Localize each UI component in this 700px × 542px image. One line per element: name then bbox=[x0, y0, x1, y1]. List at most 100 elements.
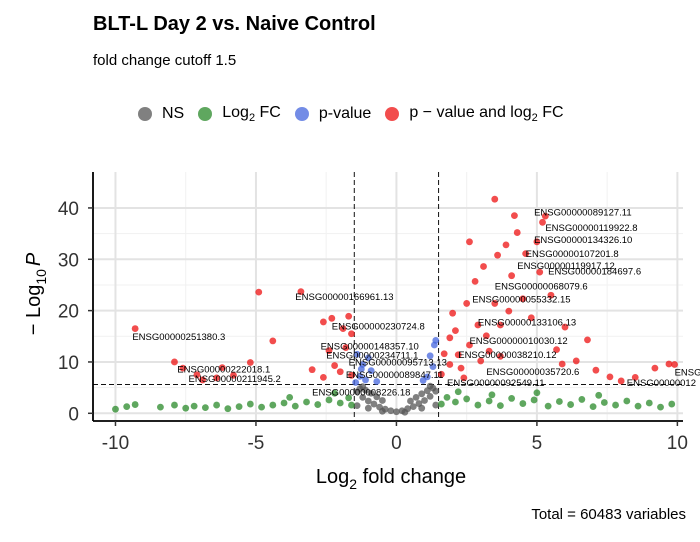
point-fc bbox=[213, 401, 221, 409]
point-fc bbox=[443, 393, 451, 401]
point-both bbox=[508, 272, 516, 280]
point-both bbox=[592, 366, 600, 374]
legend-item-ns: NS bbox=[138, 105, 184, 123]
point-fc bbox=[600, 399, 608, 406]
point-fc bbox=[224, 405, 232, 413]
x-tick-label: 5 bbox=[532, 433, 543, 454]
point-fc bbox=[533, 389, 541, 397]
point-both bbox=[336, 368, 344, 376]
point-fc bbox=[157, 403, 164, 411]
point-both bbox=[651, 364, 659, 372]
point-ns bbox=[378, 407, 386, 415]
point-both bbox=[480, 263, 487, 270]
point-fc bbox=[291, 402, 299, 410]
point-ns bbox=[393, 408, 400, 416]
point-ns bbox=[418, 404, 426, 412]
point-both bbox=[466, 341, 473, 349]
point-both bbox=[230, 371, 237, 379]
point-both bbox=[246, 359, 254, 366]
point-p bbox=[367, 367, 375, 375]
point-both bbox=[502, 241, 510, 249]
point-both bbox=[527, 314, 535, 322]
data-points bbox=[112, 195, 678, 416]
point-fc bbox=[454, 388, 462, 396]
point-both bbox=[536, 268, 544, 276]
y-tick-label: 10 bbox=[58, 353, 79, 374]
point-ns bbox=[412, 393, 420, 401]
point-fc bbox=[437, 400, 445, 408]
point-ns bbox=[367, 389, 375, 397]
legend: NS Log2 FC p-value p − value and log2 FC bbox=[138, 102, 578, 126]
x-tick-label: -10 bbox=[102, 433, 129, 454]
gene-label: ENSG00000092549.11 bbox=[447, 378, 545, 389]
point-fc bbox=[190, 402, 198, 410]
point-both bbox=[345, 312, 353, 320]
point-both bbox=[193, 371, 201, 379]
point-both bbox=[471, 277, 479, 285]
point-fc bbox=[544, 402, 552, 410]
gene-label: ENSG00000166961.13 bbox=[295, 292, 393, 303]
point-both bbox=[308, 366, 316, 374]
point-ns bbox=[359, 393, 367, 401]
point-both bbox=[255, 288, 263, 296]
point-fc bbox=[336, 399, 344, 407]
point-both bbox=[319, 373, 327, 381]
gene-label: ENSG00000148357.10 bbox=[321, 342, 419, 353]
point-both bbox=[213, 374, 221, 382]
point-fc bbox=[452, 398, 459, 406]
point-fc bbox=[595, 391, 603, 399]
point-ns bbox=[421, 397, 428, 404]
point-p bbox=[362, 376, 369, 384]
gene-label: ENSG00000068079.6 bbox=[495, 282, 588, 293]
point-fc bbox=[345, 394, 353, 402]
point-both bbox=[325, 347, 333, 355]
point-fc bbox=[519, 400, 527, 407]
point-both bbox=[482, 332, 490, 340]
gene-label: ENSG bbox=[675, 367, 700, 378]
point-both bbox=[511, 212, 518, 220]
y-tick-label: 30 bbox=[58, 250, 79, 271]
point-ns bbox=[359, 383, 367, 391]
point-ns bbox=[387, 407, 395, 415]
point-fc bbox=[325, 396, 333, 404]
grid bbox=[93, 172, 683, 421]
gene-label: ENSG00000211945.2 bbox=[189, 374, 281, 385]
point-both bbox=[454, 351, 462, 359]
point-fc bbox=[286, 393, 294, 401]
point-fc bbox=[612, 401, 619, 409]
point-both bbox=[348, 371, 355, 379]
point-both bbox=[491, 195, 499, 203]
point-p bbox=[352, 379, 360, 386]
point-both bbox=[339, 325, 347, 332]
point-fc bbox=[269, 401, 277, 409]
point-both bbox=[297, 288, 305, 296]
legend-swatch-ns bbox=[138, 107, 152, 121]
point-both bbox=[452, 327, 459, 335]
point-fc bbox=[246, 400, 254, 408]
gene-label: ENSG00000038210.12 bbox=[458, 350, 556, 361]
legend-label-log2fc: Log2 FC bbox=[222, 103, 281, 125]
point-both bbox=[485, 347, 493, 355]
x-axis-title: Log2 fold change bbox=[316, 466, 466, 492]
gene-label: ENSG00000119922.8 bbox=[545, 223, 637, 234]
point-fc bbox=[348, 401, 355, 409]
point-ns bbox=[426, 382, 434, 390]
gene-label: ENSG00000055332.15 bbox=[472, 294, 570, 305]
point-both bbox=[179, 364, 187, 372]
y-tick-label: 40 bbox=[58, 199, 79, 220]
point-fc bbox=[123, 403, 131, 411]
point-p bbox=[429, 363, 437, 370]
point-both bbox=[474, 321, 482, 329]
point-fc bbox=[530, 396, 538, 404]
gene-label: ENSG00000222018.1 bbox=[177, 365, 270, 376]
point-fc bbox=[131, 401, 139, 408]
point-both bbox=[494, 251, 501, 259]
point-fc bbox=[555, 398, 563, 405]
point-fc bbox=[201, 404, 209, 412]
point-both bbox=[558, 360, 566, 368]
point-fc bbox=[280, 399, 288, 407]
point-ns bbox=[426, 392, 434, 400]
chart-caption: Total = 60483 variables bbox=[531, 506, 686, 523]
point-both bbox=[342, 344, 350, 351]
